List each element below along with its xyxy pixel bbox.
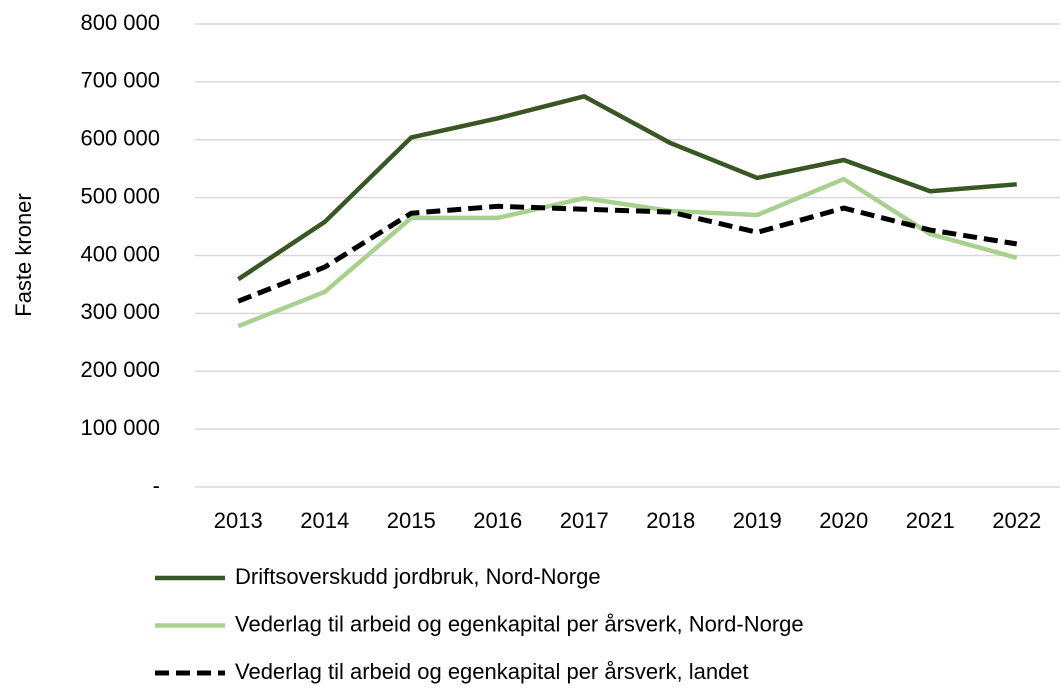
x-tick-label: 2019 [733, 508, 782, 533]
y-tick-label: 200 000 [80, 357, 160, 382]
series-line [237, 176, 1018, 329]
x-tick-label: 2017 [560, 508, 609, 533]
legend-label: Vederlag til arbeid og egenkapital per å… [235, 611, 804, 636]
x-tick-label: 2020 [819, 508, 868, 533]
series-line [237, 94, 1017, 282]
x-tick-label: 2021 [906, 508, 955, 533]
series-line [237, 203, 1018, 304]
x-tick-label: 2022 [992, 508, 1041, 533]
x-tick-label: 2014 [300, 508, 349, 533]
x-tick-label: 2018 [646, 508, 695, 533]
y-tick-label: 600 000 [80, 126, 160, 151]
y-tick-label: - [153, 473, 160, 498]
legend-label: Driftsoverskudd jordbruk, Nord-Norge [235, 564, 601, 589]
y-tick-label: 700 000 [80, 68, 160, 93]
y-tick-label: 500 000 [80, 183, 160, 208]
x-tick-label: 2013 [214, 508, 263, 533]
y-axis-label: Faste kroner [11, 193, 36, 317]
x-tick-label: 2016 [473, 508, 522, 533]
legend-label: Vederlag til arbeid og egenkapital per å… [235, 659, 749, 684]
y-tick-label: 400 000 [80, 241, 160, 266]
y-tick-label: 800 000 [80, 10, 160, 35]
y-tick-label: 300 000 [80, 299, 160, 324]
x-tick-label: 2015 [387, 508, 436, 533]
y-tick-label: 100 000 [80, 415, 160, 440]
